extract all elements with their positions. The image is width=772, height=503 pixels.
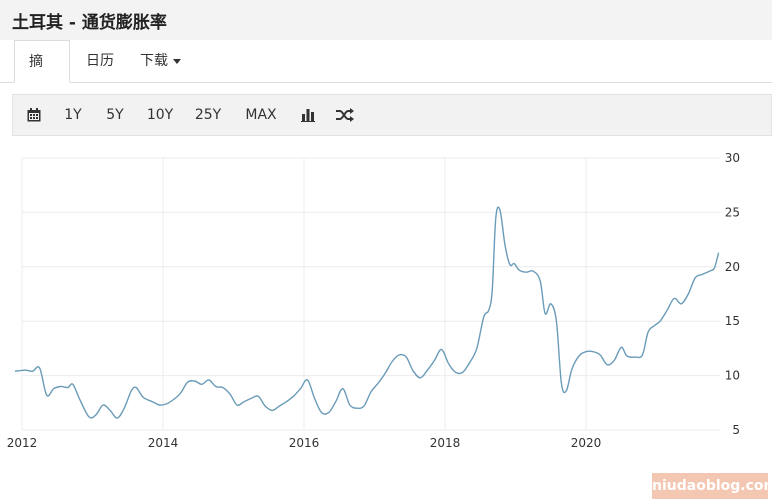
- x-tick-label: 2020: [571, 436, 602, 450]
- range-5y-button[interactable]: 5Y: [106, 107, 124, 123]
- caret-down-icon: [173, 58, 181, 64]
- calendar-icon[interactable]: [23, 95, 45, 135]
- x-tick-label: 2016: [289, 436, 320, 450]
- x-tick-label: 2018: [430, 436, 461, 450]
- range-10y-button[interactable]: 10Y: [146, 107, 174, 123]
- tab-download[interactable]: 下载: [126, 40, 196, 82]
- y-tick-label: 5: [732, 423, 740, 437]
- y-tick-label: 20: [725, 260, 740, 274]
- shuffle-icon[interactable]: [333, 95, 357, 135]
- tab-calendar-label: 日历: [86, 53, 114, 69]
- chart-svg: 5 10 15 20 25 30 2012 2014 2016 2018 2020: [7, 151, 740, 450]
- y-tick-label: 30: [725, 151, 740, 165]
- y-tick-label: 10: [725, 369, 740, 383]
- tab-summary[interactable]: 摘要: [14, 40, 70, 112]
- y-tick-label: 15: [725, 314, 740, 328]
- inflation-chart: 5 10 15 20 25 30 2012 2014 2016 2018 2020: [0, 140, 772, 460]
- tab-download-label: 下载: [140, 53, 168, 69]
- chart-toolbar: 1Y 5Y 10Y 25Y MAX: [12, 94, 772, 136]
- range-25y-button[interactable]: 25Y: [194, 107, 222, 123]
- range-1y-button[interactable]: 1Y: [64, 107, 82, 123]
- tab-calendar[interactable]: 日历: [72, 40, 128, 82]
- page-title: 土耳其 - 通货膨胀率: [12, 13, 167, 33]
- bar-chart-icon[interactable]: [297, 95, 319, 135]
- title-bar: 土耳其 - 通货膨胀率: [0, 0, 772, 40]
- watermark: niudaoblog.com: [652, 473, 772, 499]
- range-max-button[interactable]: MAX: [245, 107, 277, 123]
- x-tick-label: 2014: [148, 436, 179, 450]
- y-tick-label: 25: [725, 205, 740, 219]
- series-line: [14, 206, 720, 419]
- tab-bar: 摘要 日历 下载: [0, 40, 772, 112]
- x-tick-label: 2012: [7, 436, 38, 450]
